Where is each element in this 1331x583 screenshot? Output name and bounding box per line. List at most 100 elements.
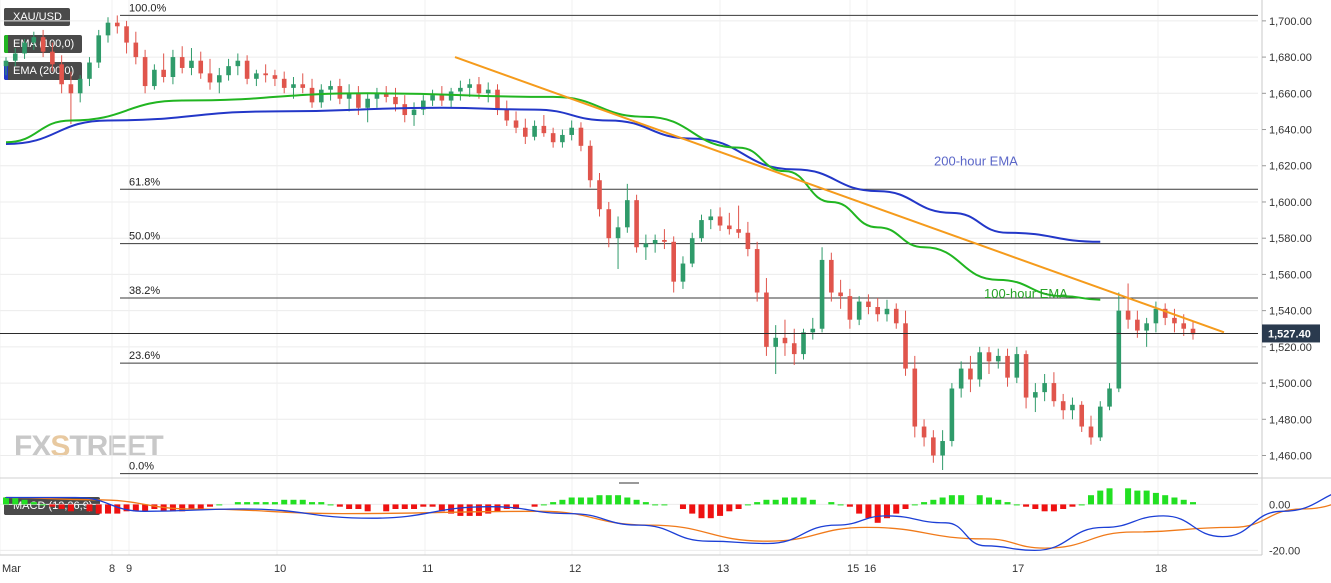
candle-body xyxy=(587,145,593,181)
candle-body xyxy=(50,51,55,65)
macd-histogram-bar xyxy=(930,499,937,505)
macd-histogram-bar xyxy=(513,504,520,509)
macd-histogram-bar xyxy=(837,504,844,506)
x-tick-label: 17 xyxy=(1012,563,1024,575)
candle-body xyxy=(1051,383,1057,402)
candle-body xyxy=(244,60,250,79)
x-tick-label: 9 xyxy=(126,563,132,575)
macd-histogram-bar xyxy=(336,504,343,507)
y-tick-label: 1,560.00 xyxy=(1269,269,1312,281)
macd-histogram-bar xyxy=(188,504,195,509)
macd-histogram-bar xyxy=(1004,502,1011,505)
candle-body xyxy=(1005,355,1010,378)
candle-body xyxy=(940,441,945,456)
candles xyxy=(3,15,1196,470)
macd-histogram-bar xyxy=(123,504,130,512)
candle-body xyxy=(300,84,306,88)
candle-body xyxy=(893,308,899,324)
candle-body xyxy=(1079,404,1085,427)
candle-body xyxy=(652,240,658,244)
macd-histogram-bar xyxy=(290,499,297,505)
macd-histogram-bar xyxy=(457,504,464,516)
fibonacci-label: 23.6% xyxy=(129,350,160,362)
macd-histogram-bar xyxy=(995,499,1002,505)
candle-body xyxy=(142,57,148,87)
x-tick-label: 12 xyxy=(569,563,581,575)
candle-body xyxy=(458,87,463,92)
candle-body xyxy=(421,100,426,110)
candle-body xyxy=(597,180,602,210)
macd-histogram-bar xyxy=(216,504,223,506)
macd-histogram-bar xyxy=(754,502,761,505)
macd-histogram-bar xyxy=(1180,499,1187,505)
candle-body xyxy=(439,95,445,101)
macd-histogram-bar xyxy=(772,499,779,505)
macd-histogram-bar xyxy=(1060,504,1067,509)
y-tick-label: 1,480.00 xyxy=(1269,414,1312,426)
overlay-lines: 200-hour EMA 100-hour EMA xyxy=(0,56,1258,334)
symbol-swatch xyxy=(4,8,8,26)
x-tick-label: 11 xyxy=(422,563,433,575)
candle-body xyxy=(931,437,936,456)
candle-body xyxy=(430,95,435,101)
macd-histogram-bar xyxy=(939,497,946,505)
y-tick-label: 1,500.00 xyxy=(1269,378,1312,390)
macd-histogram-bar xyxy=(605,495,612,505)
y-tick-label: 1,660.00 xyxy=(1269,88,1312,100)
candle-body xyxy=(662,240,667,242)
candle-body xyxy=(152,69,157,87)
macd-histogram-bar xyxy=(661,504,668,506)
candle-body xyxy=(949,388,955,442)
candle-body xyxy=(254,73,259,79)
ema100-swatch xyxy=(4,35,8,53)
candle-body xyxy=(337,86,343,99)
macd-histogram-bar xyxy=(809,499,816,505)
macd-histogram-bar xyxy=(568,497,575,505)
macd-swatch xyxy=(4,497,8,515)
macd-line xyxy=(5,494,1331,552)
candle-body xyxy=(606,209,612,239)
macd-histogram-bar xyxy=(689,504,696,514)
macd-histogram-bar xyxy=(948,495,955,505)
macd-histogram-bar xyxy=(1190,502,1196,505)
macd-histogram-bar xyxy=(58,504,65,509)
candle-body xyxy=(884,308,890,315)
macd-histogram-bar xyxy=(234,502,241,505)
macd-histogram-bar xyxy=(902,504,909,509)
macd-histogram-bar xyxy=(86,504,93,512)
fxstreet-logo: FXSTREET xyxy=(14,430,164,463)
ema100-line xyxy=(5,92,1101,301)
macd-histogram-bar xyxy=(466,504,473,516)
candle-body xyxy=(402,104,408,116)
candle-body xyxy=(504,109,510,121)
macd-tick-label: -20.00 xyxy=(1269,545,1300,557)
candle-body xyxy=(226,66,231,76)
macd-histogram-bar xyxy=(21,499,28,505)
macd-histogram-bar xyxy=(717,504,724,516)
macd-histogram-bar xyxy=(1106,488,1113,505)
macd-histogram-bar xyxy=(577,497,584,505)
macd-histogram-bar xyxy=(958,495,965,505)
fibonacci-label: 0.0% xyxy=(129,461,154,473)
macd-histogram-bar xyxy=(985,497,992,505)
macd-histogram-bar xyxy=(429,504,436,507)
macd-histogram-bar xyxy=(392,504,399,509)
candle-body xyxy=(12,53,18,61)
candle-body xyxy=(699,220,704,239)
candle-body xyxy=(411,109,417,116)
candle-body xyxy=(773,337,778,347)
candle-body xyxy=(318,89,324,103)
candle-body xyxy=(986,352,992,362)
candle-body xyxy=(717,216,723,226)
ema200-annotation: 200-hour EMA xyxy=(934,154,1018,169)
x-tick-label: 18 xyxy=(1155,563,1167,575)
candle-body xyxy=(1070,404,1075,411)
candle-body xyxy=(68,84,74,94)
candle-body xyxy=(40,37,46,52)
macd-histogram-bar xyxy=(1171,497,1178,505)
macd-histogram-bar xyxy=(800,497,807,505)
candle-body xyxy=(513,120,519,128)
candle-body xyxy=(560,134,565,143)
x-tick-label: 16 xyxy=(864,563,876,575)
